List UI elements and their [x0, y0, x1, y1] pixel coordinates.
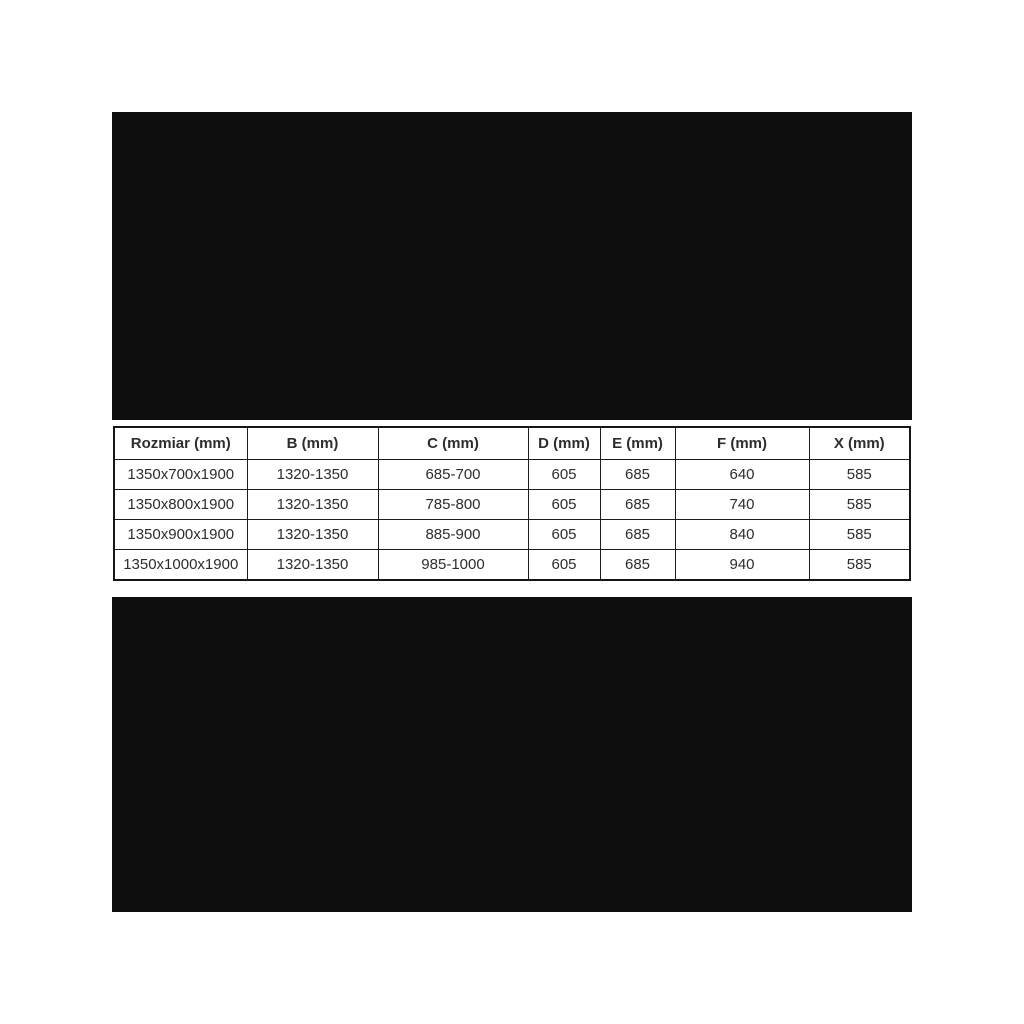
table-cell-d: 605 — [527, 459, 601, 490]
dimensions-table: Rozmiar (mm) B (mm) C (mm) D (mm) E (mm)… — [113, 426, 911, 581]
table-cell-c: 685-700 — [377, 459, 529, 490]
table-cell-size: 1350x900x1900 — [113, 519, 248, 550]
table-cell-d: 605 — [527, 489, 601, 520]
table-cell-c: 785-800 — [377, 489, 529, 520]
table-cell-size: 1350x700x1900 — [113, 459, 248, 490]
column-header-f: F (mm) — [674, 426, 810, 460]
product-image-black-area-bottom — [112, 597, 912, 912]
table-cell-c: 985-1000 — [377, 549, 529, 581]
table-cell-e: 685 — [599, 549, 676, 581]
table-row: 1350x1000x1900 1320-1350 985-1000 605 68… — [113, 549, 911, 581]
column-header-e: E (mm) — [599, 426, 676, 460]
table-cell-f: 740 — [674, 489, 810, 520]
table-cell-size: 1350x800x1900 — [113, 489, 248, 520]
table-cell-c: 885-900 — [377, 519, 529, 550]
column-header-d: D (mm) — [527, 426, 601, 460]
table-cell-b: 1320-1350 — [246, 549, 379, 581]
table-cell-size: 1350x1000x1900 — [113, 549, 248, 581]
column-header-rozmiar: Rozmiar (mm) — [113, 426, 248, 460]
table-cell-b: 1320-1350 — [246, 489, 379, 520]
column-header-x: X (mm) — [808, 426, 911, 460]
table-cell-e: 685 — [599, 489, 676, 520]
table-cell-e: 685 — [599, 459, 676, 490]
table-cell-d: 605 — [527, 519, 601, 550]
table-cell-f: 640 — [674, 459, 810, 490]
table-header-row: Rozmiar (mm) B (mm) C (mm) D (mm) E (mm)… — [113, 426, 911, 460]
table-row: 1350x800x1900 1320-1350 785-800 605 685 … — [113, 489, 911, 520]
table-cell-x: 585 — [808, 549, 911, 581]
column-header-c: C (mm) — [377, 426, 529, 460]
table-row: 1350x900x1900 1320-1350 885-900 605 685 … — [113, 519, 911, 550]
table-cell-x: 585 — [808, 489, 911, 520]
table-cell-f: 940 — [674, 549, 810, 581]
table-cell-e: 685 — [599, 519, 676, 550]
table-cell-d: 605 — [527, 549, 601, 581]
product-image-black-area-top — [112, 112, 912, 420]
table-cell-b: 1320-1350 — [246, 519, 379, 550]
column-header-b: B (mm) — [246, 426, 379, 460]
table-cell-x: 585 — [808, 459, 911, 490]
table-cell-b: 1320-1350 — [246, 459, 379, 490]
table-row: 1350x700x1900 1320-1350 685-700 605 685 … — [113, 459, 911, 490]
table-cell-f: 840 — [674, 519, 810, 550]
table-cell-x: 585 — [808, 519, 911, 550]
